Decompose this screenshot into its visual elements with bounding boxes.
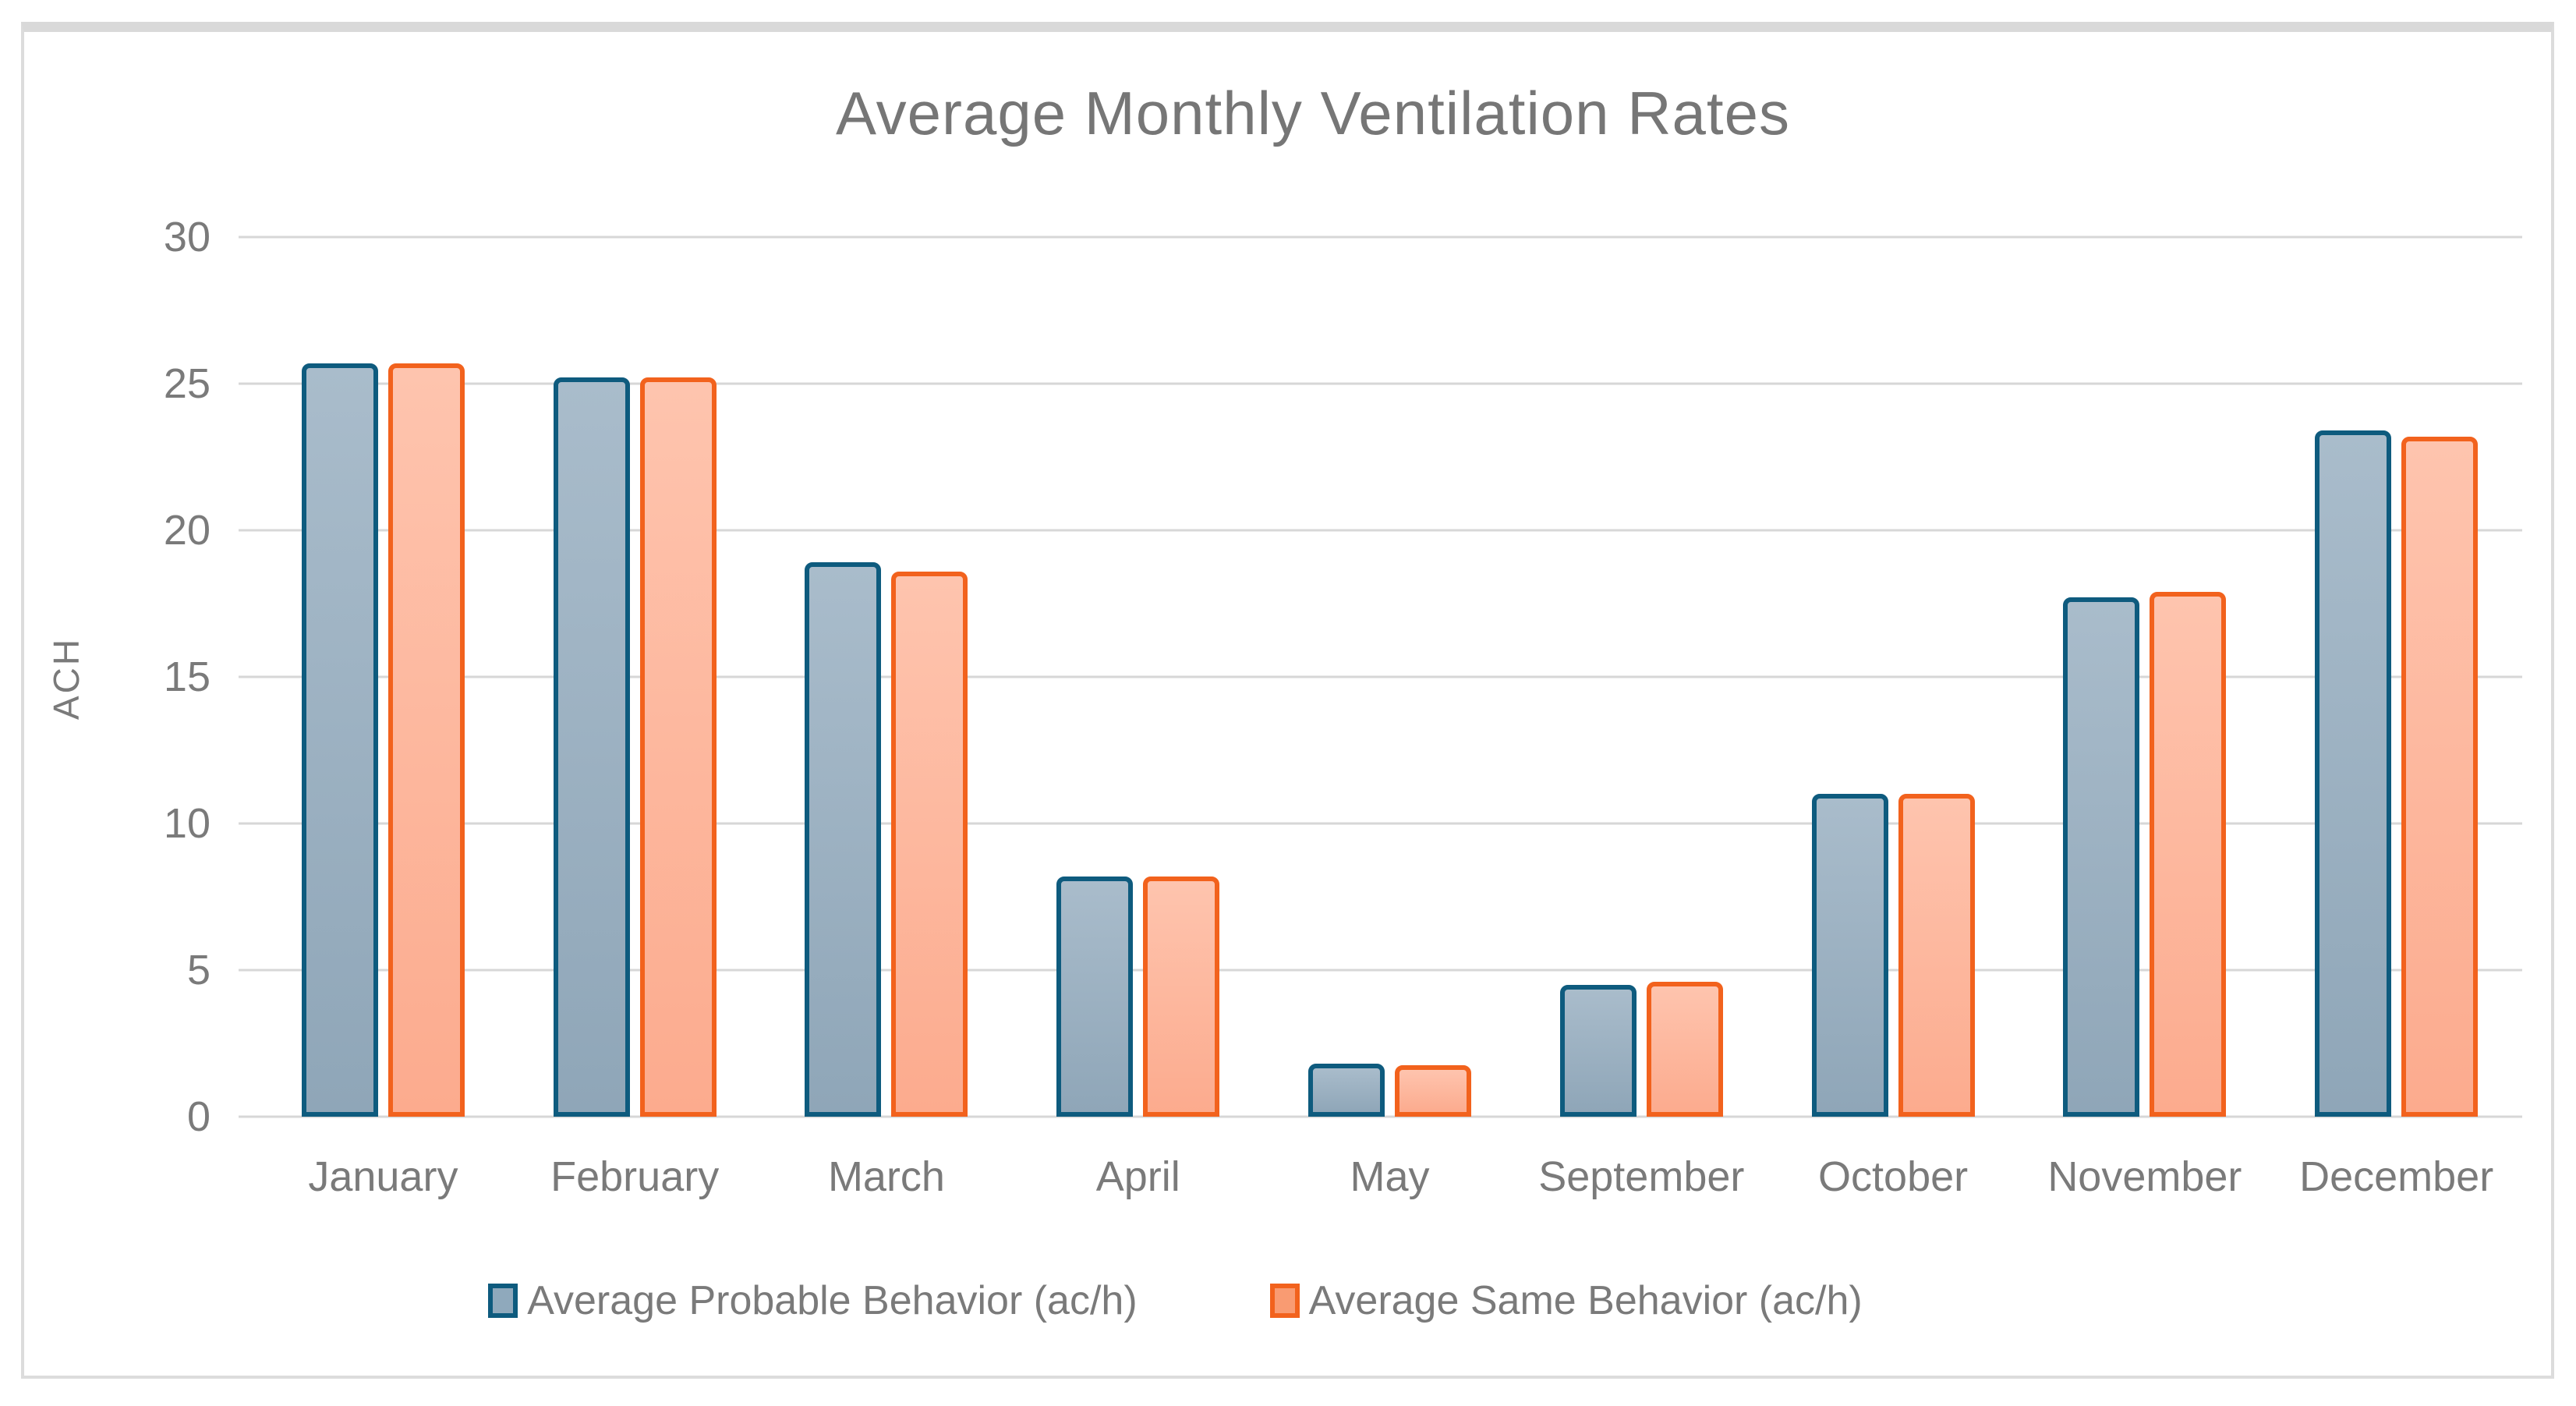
y-tick-mark-10 (239, 822, 257, 825)
y-tick-label-0: 0 (186, 1093, 211, 1140)
gridline-y-0 (257, 1115, 2522, 1118)
bar-october-average-probable-behavior-ac-h (1811, 794, 1888, 1117)
y-tick-mark-30 (239, 236, 257, 239)
bar-november-average-same-behavior-ac-h (2150, 591, 2227, 1117)
legend-item-average-same-behavior-ac-h: Average Same Behavior (ac/h) (1269, 1277, 1863, 1324)
gridline-y-25 (257, 382, 2522, 385)
bar-march-average-probable-behavior-ac-h (805, 562, 882, 1117)
bar-december-average-same-behavior-ac-h (2401, 436, 2479, 1117)
bar-group-november (2019, 237, 2270, 1117)
bar-group-january (257, 237, 509, 1117)
y-axis-tick-labels: 0 5 10 15 20 25 30 (94, 216, 234, 1138)
bar-may-average-same-behavior-ac-h (1395, 1065, 1472, 1117)
bar-group-april (1012, 237, 1264, 1117)
bar-february-average-probable-behavior-ac-h (553, 377, 630, 1117)
bar-march-average-same-behavior-ac-h (891, 571, 968, 1117)
y-tick-mark-15 (239, 675, 257, 678)
bar-december-average-probable-behavior-ac-h (2315, 430, 2392, 1117)
y-tick-mark-20 (239, 529, 257, 532)
bar-april-average-probable-behavior-ac-h (1056, 876, 1134, 1117)
x-axis-label-may: May (1350, 1153, 1430, 1200)
x-axis-label-january: January (308, 1153, 458, 1200)
chart-title: Average Monthly Ventilation Rates (836, 79, 1790, 147)
x-axis-label-october: October (1818, 1153, 1969, 1200)
x-axis-label-november: November (2047, 1153, 2242, 1200)
y-tick-mark-5 (239, 969, 257, 972)
y-tick-label-20: 20 (163, 507, 211, 554)
bar-november-average-probable-behavior-ac-h (2063, 597, 2140, 1117)
bar-april-average-same-behavior-ac-h (1143, 876, 1220, 1117)
gridline-y-30 (257, 236, 2522, 239)
legend-label: Average Same Behavior (ac/h) (1308, 1278, 1863, 1323)
gridline-y-15 (257, 675, 2522, 678)
y-tick-mark-0 (239, 1115, 257, 1118)
gridline-y-5 (257, 969, 2522, 972)
bar-september-average-same-behavior-ac-h (1646, 982, 1723, 1117)
bar-january-average-probable-behavior-ac-h (301, 363, 378, 1117)
legend-swatch-icon (488, 1284, 518, 1318)
legend-swatch-icon (1269, 1284, 1300, 1318)
bar-october-average-same-behavior-ac-h (1898, 794, 1975, 1117)
bar-group-march (761, 237, 1013, 1117)
bar-group-december (2270, 237, 2522, 1117)
bar-may-average-probable-behavior-ac-h (1308, 1064, 1385, 1117)
bars-layer (257, 237, 2522, 1117)
x-axis-label-april: April (1095, 1153, 1180, 1200)
bar-group-october (1767, 237, 2019, 1117)
x-axis-category-labels: January February March April May September Oct… (257, 1153, 2522, 1201)
x-axis-label-september: September (1538, 1153, 1745, 1200)
y-tick-mark-25 (239, 382, 257, 385)
bar-group-september (1516, 237, 1767, 1117)
legend-label: Average Probable Behavior (ac/h) (527, 1278, 1138, 1323)
gridline-y-10 (257, 822, 2522, 825)
bar-february-average-same-behavior-ac-h (639, 377, 717, 1117)
legend-item-average-probable-behavior-ac-h: Average Probable Behavior (ac/h) (488, 1277, 1138, 1324)
y-tick-label-15: 15 (163, 653, 211, 700)
plot-area (239, 236, 2522, 1118)
y-tick-label-5: 5 (186, 947, 211, 993)
bar-september-average-probable-behavior-ac-h (1559, 984, 1637, 1117)
x-axis-label-march: March (827, 1153, 945, 1200)
y-tick-label-25: 25 (163, 360, 211, 407)
y-tick-label-10: 10 (163, 800, 211, 847)
bar-january-average-same-behavior-ac-h (387, 363, 465, 1117)
legend: Average Probable Behavior (ac/h) Average … (43, 1270, 2308, 1332)
y-tick-label-30: 30 (163, 214, 211, 260)
gridline-y-20 (257, 529, 2522, 532)
x-axis-label-december: December (2299, 1153, 2494, 1200)
bar-group-may (1264, 237, 1516, 1117)
bar-group-february (509, 237, 761, 1117)
y-axis-title: ACH (46, 636, 87, 721)
x-axis-label-february: February (550, 1153, 720, 1200)
